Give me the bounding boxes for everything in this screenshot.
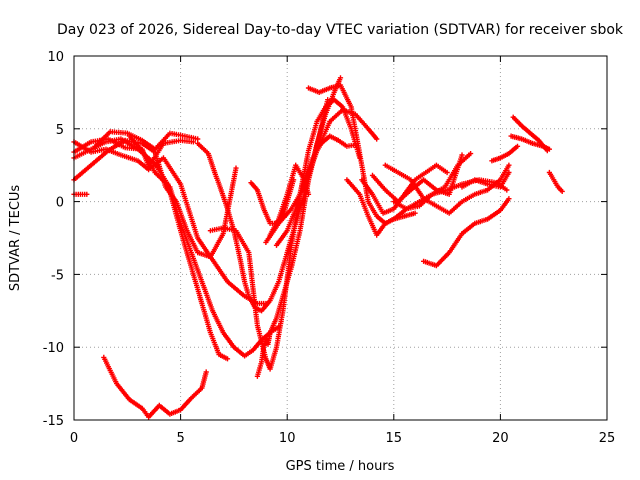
- series-points: [421, 196, 512, 269]
- y-tick-label: -15: [43, 414, 64, 429]
- y-tick-labels: -15 -10 -5 0 5 10: [43, 50, 64, 429]
- y-axis-title: SDTVAR / TECUs: [8, 185, 23, 292]
- x-tick-labels: 0 5 10 15 20 25: [70, 431, 615, 446]
- series-points: [489, 143, 521, 164]
- x-tick-label: 25: [599, 431, 616, 446]
- plot-frame: [73, 55, 608, 421]
- series-pass-22: [421, 196, 512, 269]
- series-pass-06: [101, 354, 209, 420]
- series-points: [126, 133, 282, 359]
- series-pass-27: [546, 169, 565, 194]
- series-points: [459, 169, 512, 190]
- series-pass-24: [489, 143, 521, 164]
- x-tick-label: 20: [492, 431, 509, 446]
- series-points: [254, 75, 344, 379]
- series-points: [508, 133, 552, 152]
- data-series: [71, 75, 565, 420]
- y-tick-label: 5: [56, 123, 64, 138]
- series-pass-21: [391, 151, 474, 212]
- series-pass-03: [71, 139, 269, 307]
- y-tick-label: -5: [51, 268, 64, 283]
- series-pass-08: [126, 133, 282, 359]
- x-tick-label: 15: [386, 431, 403, 446]
- chart-title: Day 023 of 2026, Sidereal Day-to-day VTE…: [57, 22, 624, 38]
- series-pass-15: [273, 133, 358, 248]
- y-tick-label: -10: [43, 341, 64, 356]
- series-pass-23: [459, 169, 512, 190]
- y-tick-label: 10: [47, 50, 64, 65]
- y-tick-label: 0: [56, 196, 64, 211]
- x-tick-label: 10: [279, 431, 296, 446]
- series-points: [101, 354, 209, 420]
- series-points: [71, 139, 269, 307]
- x-tick-label: 0: [70, 431, 78, 446]
- x-axis-title: GPS time / hours: [286, 459, 395, 474]
- series-points: [391, 151, 474, 212]
- grid-lines: [74, 56, 607, 420]
- series-pass-26: [508, 133, 552, 152]
- series-points: [546, 169, 565, 194]
- series-points: [273, 133, 358, 248]
- x-tick-label: 5: [176, 431, 184, 446]
- series-pass-12: [254, 75, 344, 379]
